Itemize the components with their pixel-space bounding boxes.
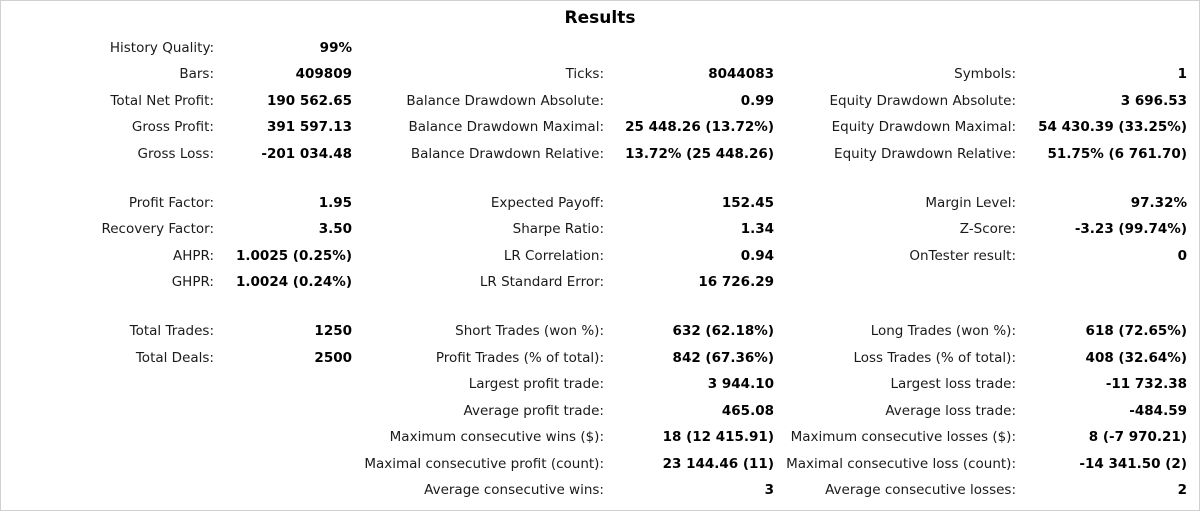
stat-label: Average profit trade: xyxy=(463,403,604,419)
stat-value: 18 (12 415.91) xyxy=(662,429,774,445)
stat-label: Balance Drawdown Maximal: xyxy=(408,119,605,135)
stat-value: 190 562.65 xyxy=(267,93,352,109)
stat-value: 8044083 xyxy=(708,66,774,82)
stat-value: -484.59 xyxy=(1129,403,1187,419)
stat-value: 391 597.13 xyxy=(267,119,352,135)
stat-label: Recovery Factor: xyxy=(101,221,214,237)
stat-value: 0.94 xyxy=(740,248,774,264)
stat-value: 408 (32.64%) xyxy=(1085,350,1187,366)
stat-label: Long Trades (won %): xyxy=(870,323,1016,339)
stat-value: 8 (-7 970.21) xyxy=(1088,429,1187,445)
stat-label: Profit Trades (% of total): xyxy=(435,350,604,366)
stat-value: -3.23 (99.74%) xyxy=(1074,221,1187,237)
stat-value: 13.72% (25 448.26) xyxy=(625,146,774,162)
stat-row: Total Deals: 2500 Profit Trades (% of tota… xyxy=(0,348,1200,368)
stat-value: 1250 xyxy=(314,323,352,339)
stat-label: Profit Factor: xyxy=(128,195,214,211)
stat-value: 1.0024 (0.24%) xyxy=(236,274,352,290)
stat-label: Sharpe Ratio: xyxy=(512,221,604,237)
stat-value: 3 xyxy=(764,482,774,498)
stat-value: 152.45 xyxy=(721,195,774,211)
stat-value: 1.95 xyxy=(318,195,352,211)
stat-row: AHPR: 1.0025 (0.25%) LR Correlation: 0.94 On… xyxy=(0,246,1200,266)
stat-label: Equity Drawdown Relative: xyxy=(834,146,1016,162)
stat-value: 0.99 xyxy=(740,93,774,109)
stat-label: Total Net Profit: xyxy=(110,93,214,109)
stat-value: 51.75% (6 761.70) xyxy=(1047,146,1187,162)
stat-label: Equity Drawdown Maximal: xyxy=(831,119,1016,135)
stat-row: Total Net Profit: 190 562.65 Balance Drawd… xyxy=(0,91,1200,111)
stat-value: -14 341.50 (2) xyxy=(1079,456,1187,472)
stat-value: 16 726.29 xyxy=(698,274,774,290)
stat-label: Balance Drawdown Relative: xyxy=(410,146,604,162)
stat-label: Loss Trades (% of total): xyxy=(853,350,1016,366)
stat-value: -201 034.48 xyxy=(261,146,352,162)
stat-row: Total Trades: 1250 Short Trades (won %): 63… xyxy=(0,321,1200,341)
stat-label: Average consecutive losses: xyxy=(825,482,1016,498)
stat-label: Average consecutive wins: xyxy=(424,482,604,498)
stat-row: Average profit trade: 465.08 Average loss … xyxy=(0,401,1200,421)
stat-value: 3 696.53 xyxy=(1120,93,1187,109)
stat-value: 97.32% xyxy=(1130,195,1187,211)
stat-value: 2 xyxy=(1177,482,1187,498)
stat-row: Largest profit trade: 3 944.10 Largest los… xyxy=(0,374,1200,394)
stat-label: Total Trades: xyxy=(129,323,214,339)
stat-label: Maximum consecutive losses ($): xyxy=(790,429,1016,445)
stat-label: History Quality: xyxy=(109,40,214,56)
stat-value: 409809 xyxy=(295,66,352,82)
stat-label: Largest loss trade: xyxy=(890,376,1016,392)
stat-label: LR Standard Error: xyxy=(479,274,604,290)
stat-label: Expected Payoff: xyxy=(490,195,604,211)
stat-label: Total Deals: xyxy=(135,350,214,366)
stat-label: Gross Loss: xyxy=(137,146,215,162)
stat-value: -11 732.38 xyxy=(1105,376,1187,392)
stat-label: Short Trades (won %): xyxy=(455,323,604,339)
stat-value: 3 944.10 xyxy=(707,376,774,392)
results-title: Results xyxy=(564,8,636,28)
stat-value: 1 xyxy=(1177,66,1187,82)
stat-label: Maximal consecutive loss (count): xyxy=(786,456,1016,472)
stat-label: Bars: xyxy=(179,66,214,82)
stat-value: 465.08 xyxy=(721,403,774,419)
stat-label: AHPR: xyxy=(172,248,214,264)
stat-value: 618 (72.65%) xyxy=(1085,323,1187,339)
stat-value: 632 (62.18%) xyxy=(672,323,774,339)
stat-row: Gross Loss: -201 034.48 Balance Drawdown R… xyxy=(0,144,1200,164)
stat-value: 1.34 xyxy=(740,221,774,237)
stat-value: 25 448.26 (13.72%) xyxy=(625,119,774,135)
stat-value: 23 144.46 (11) xyxy=(662,456,774,472)
stat-row: GHPR: 1.0024 (0.24%) LR Standard Error: 16 … xyxy=(0,272,1200,292)
stat-label: Maximum consecutive wins ($): xyxy=(389,429,604,445)
stat-row: Gross Profit: 391 597.13 Balance Drawdown … xyxy=(0,117,1200,137)
stat-label: Symbols: xyxy=(954,66,1016,82)
stat-label: GHPR: xyxy=(171,274,214,290)
stat-label: Maximal consecutive profit (count): xyxy=(364,456,604,472)
stat-value: 54 430.39 (33.25%) xyxy=(1038,119,1187,135)
stat-label: LR Correlation: xyxy=(503,248,604,264)
stat-label: Average loss trade: xyxy=(885,403,1016,419)
stat-label: Margin Level: xyxy=(925,195,1016,211)
stat-value: 3.50 xyxy=(318,221,352,237)
stat-value: 99% xyxy=(319,40,352,56)
stat-row: Bars: 409809 Ticks: 8044083 Symbols: 1 xyxy=(0,64,1200,84)
stat-value: 0 xyxy=(1177,248,1187,264)
stat-value: 1.0025 (0.25%) xyxy=(236,248,352,264)
stat-row: Average consecutive wins: 3 Average consec… xyxy=(0,480,1200,500)
stat-row: Profit Factor: 1.95 Expected Payoff: 152.45… xyxy=(0,193,1200,213)
stat-value: 842 (67.36%) xyxy=(672,350,774,366)
stat-row: Maximum consecutive wins ($): 18 (12 415.… xyxy=(0,427,1200,447)
stat-label: Z-Score: xyxy=(959,221,1016,237)
stat-row: Recovery Factor: 3.50 Sharpe Ratio: 1.34 Z-S… xyxy=(0,219,1200,239)
stat-label: Largest profit trade: xyxy=(468,376,604,392)
stat-value: 2500 xyxy=(314,350,352,366)
stat-label: OnTester result: xyxy=(909,248,1016,264)
stat-row: History Quality: 99% xyxy=(0,38,1200,58)
stat-label: Balance Drawdown Absolute: xyxy=(406,93,604,109)
stat-label: Equity Drawdown Absolute: xyxy=(829,93,1016,109)
stat-label: Gross Profit: xyxy=(131,119,214,135)
stat-label: Ticks: xyxy=(565,66,604,82)
stat-row: Maximal consecutive profit (count): 23 14… xyxy=(0,454,1200,474)
